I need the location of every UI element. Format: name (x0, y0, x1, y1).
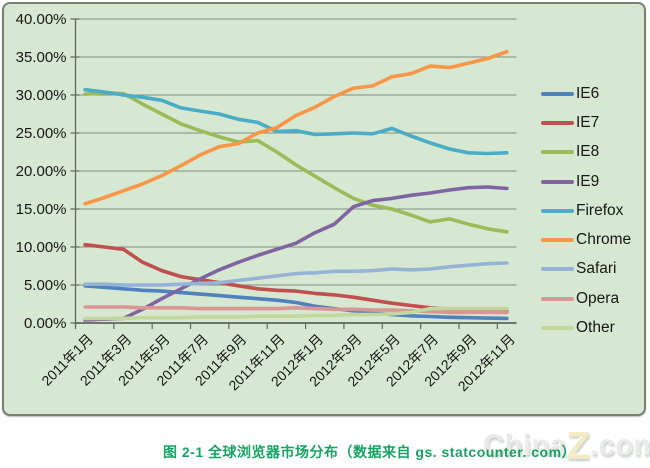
svg-text:35.00%: 35.00% (16, 49, 67, 66)
figure-caption: 图 2-1 全球浏览器市场分布（数据来自 gs. statcounter. co… (163, 444, 577, 460)
svg-text:5.00%: 5.00% (24, 277, 67, 294)
svg-text:30.00%: 30.00% (16, 87, 67, 104)
legend-item-opera: Opera (541, 284, 649, 313)
svg-text:40.00%: 40.00% (16, 11, 67, 28)
watermark-text-z: Z (566, 425, 591, 468)
svg-text:20.00%: 20.00% (16, 163, 67, 180)
legend-swatch (541, 238, 574, 243)
svg-text:15.00%: 15.00% (16, 201, 67, 218)
chinaz-watermark: ChinaZ.com (483, 427, 650, 466)
legend-label: Firefox (576, 201, 624, 219)
legend-label: IE7 (576, 113, 600, 131)
browser-share-line-chart: 40.00% 35.00% 30.00% 25.00% 20.00% 15.00% 10.0… (16, 11, 518, 394)
legend-swatch (541, 267, 574, 272)
svg-text:25.00%: 25.00% (16, 125, 67, 142)
watermark-text-china: China (483, 429, 567, 462)
legend-label: IE8 (576, 143, 600, 161)
chart-frame: 40.00% 35.00% 30.00% 25.00% 20.00% 15.00% 10.0… (2, 2, 646, 416)
legend-swatch (541, 296, 574, 301)
legend-swatch (541, 120, 574, 125)
legend-item-firefox: Firefox (541, 196, 649, 225)
legend-item-other: Other (541, 313, 649, 342)
legend-item-ie9: IE9 (541, 167, 649, 196)
legend-item-ie7: IE7 (541, 108, 649, 137)
legend-label: IE9 (576, 172, 600, 190)
legend-item-ie6: IE6 (541, 79, 649, 108)
legend-swatch (541, 326, 574, 331)
legend-swatch (541, 208, 574, 213)
legend-label: Chrome (576, 231, 632, 249)
svg-text:10.00%: 10.00% (16, 239, 67, 256)
legend-label: IE6 (576, 84, 600, 102)
legend-item-ie8: IE8 (541, 138, 649, 167)
legend-label: Opera (576, 289, 620, 307)
svg-text:0.00%: 0.00% (24, 315, 67, 332)
legend-label: Other (576, 319, 615, 337)
chart-legend: IE6 IE7 IE8 IE9 Firefox Chrome Safari O (541, 79, 649, 343)
legend-item-safari: Safari (541, 255, 649, 284)
legend-swatch (541, 91, 574, 96)
legend-swatch (541, 150, 574, 155)
legend-swatch (541, 179, 574, 184)
watermark-text-com: .com (590, 429, 650, 462)
legend-item-chrome: Chrome (541, 225, 649, 254)
legend-label: Safari (576, 260, 617, 278)
